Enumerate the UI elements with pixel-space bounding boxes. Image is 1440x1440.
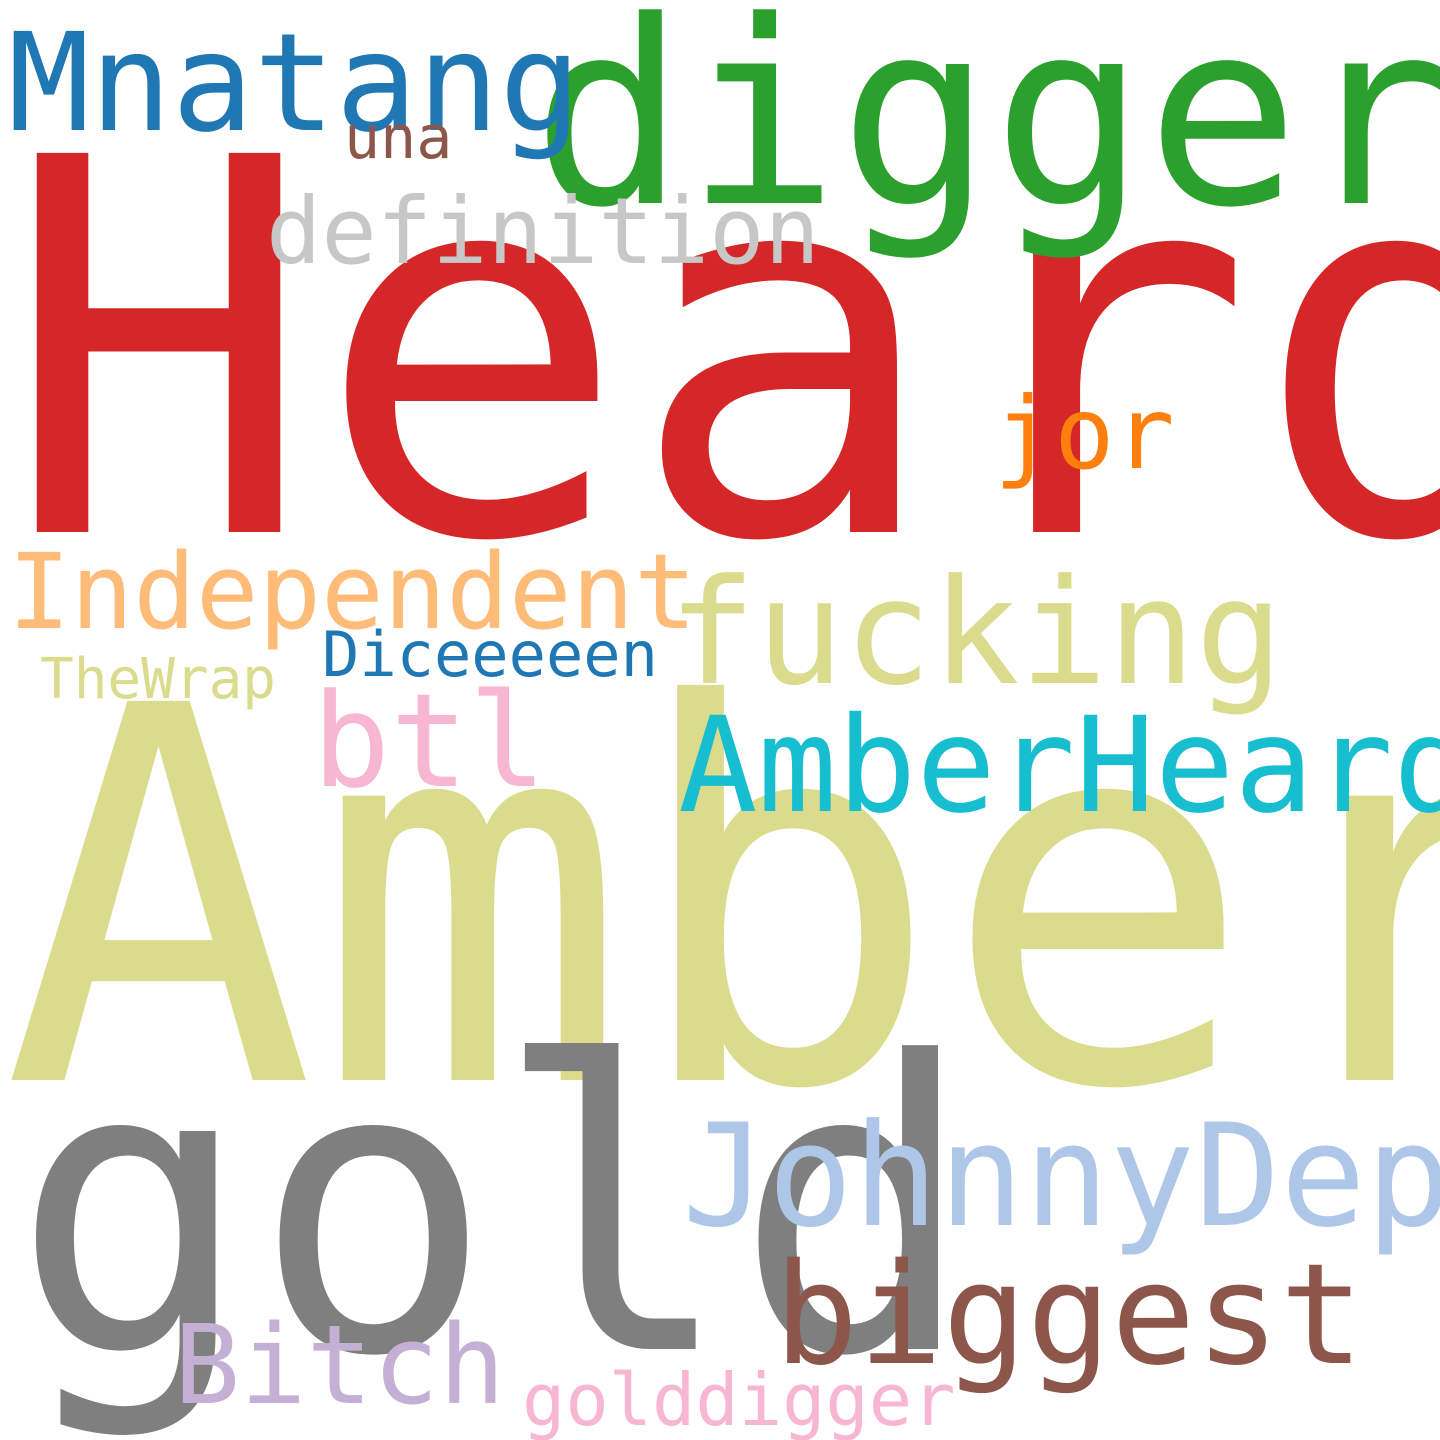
word-biggest: biggest — [774, 1234, 1365, 1397]
word-gold: gold — [12, 979, 976, 1440]
word-amber: Amber — [2, 597, 1440, 1203]
word-golddigger: golddigger — [522, 1358, 956, 1440]
word-jor: jor — [994, 375, 1175, 492]
word-amberheard: AmberHeard — [678, 689, 1440, 843]
word-heard: Heard — [2, 49, 1440, 655]
word-una: una — [344, 103, 453, 173]
word-fucking: fucking — [668, 548, 1284, 718]
word-johnnydepp: JohnnyDepp — [682, 1094, 1440, 1259]
word-bitch: Bitch — [174, 1301, 506, 1429]
word-definition: definition — [266, 178, 820, 285]
word-btl: btl — [312, 665, 547, 817]
word-thewrap: TheWrap — [40, 647, 277, 712]
word-mnatang: Mnatang — [8, 5, 582, 163]
word-independent: Independent — [8, 531, 697, 653]
word-diceeeeen: Diceeeeen — [322, 618, 658, 691]
word-digger: digger — [532, 0, 1440, 264]
